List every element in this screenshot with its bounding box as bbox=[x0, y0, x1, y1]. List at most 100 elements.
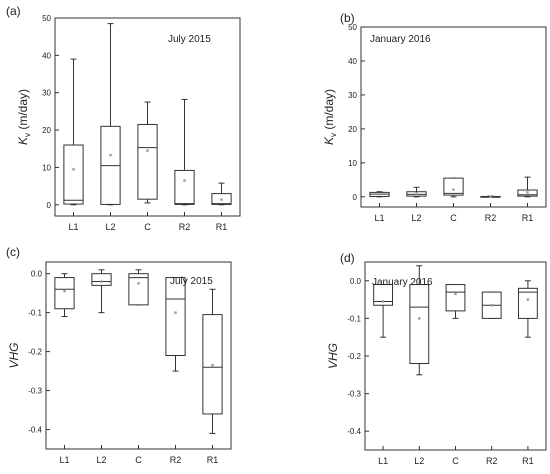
y-tick-label: 40 bbox=[42, 51, 51, 60]
y-axis-label: Kv (m/day) bbox=[16, 89, 32, 145]
x-category-label: R2 bbox=[179, 222, 191, 232]
y-tick-label: -0.3 bbox=[347, 390, 361, 399]
box-l1 bbox=[54, 273, 75, 318]
y-tick-label: 0 bbox=[47, 201, 52, 210]
panel-a: 0 10 20 30 40 50 L1 L2 C R2 R1 (a) July 2015 Kv (m/da… bbox=[6, 4, 241, 232]
box-l2 bbox=[409, 265, 430, 376]
iqr-box bbox=[373, 284, 394, 306]
mean-marker bbox=[146, 149, 149, 152]
y-tick-label: -0.3 bbox=[28, 387, 42, 396]
x-category-label: L2 bbox=[414, 456, 424, 466]
iqr-box bbox=[54, 277, 75, 310]
y-axis-label: Kv (m/day) bbox=[322, 89, 338, 145]
x-category-label: L1 bbox=[68, 222, 78, 232]
mean-marker bbox=[454, 292, 457, 296]
y-tick-label: 10 bbox=[348, 159, 357, 168]
mean-marker bbox=[490, 304, 493, 307]
y-axis-label: VHG bbox=[7, 342, 21, 368]
x-category-label: R2 bbox=[170, 455, 182, 465]
y-tick-label: -0.2 bbox=[347, 352, 361, 361]
y-tick-label: 50 bbox=[348, 23, 357, 32]
iqr-box bbox=[443, 177, 464, 196]
x-category-label: L2 bbox=[96, 455, 106, 465]
mean-marker bbox=[220, 198, 223, 201]
mean-marker bbox=[137, 282, 140, 285]
panel-label: (c) bbox=[6, 245, 20, 259]
mean-marker bbox=[72, 168, 75, 171]
y-axis-label-main: VHG bbox=[7, 342, 21, 368]
iqr-box bbox=[409, 284, 430, 365]
y-tick-label: 0.0 bbox=[31, 270, 43, 279]
box-r2 bbox=[165, 277, 186, 372]
y-tick-label: 30 bbox=[42, 89, 51, 98]
y-tick-label: -0.4 bbox=[28, 426, 42, 435]
mean-marker bbox=[378, 192, 381, 196]
panel-label: (b) bbox=[340, 11, 355, 25]
y-tick-label: 0 bbox=[353, 193, 358, 202]
panel-label: (a) bbox=[6, 4, 21, 18]
iqr-box bbox=[174, 169, 195, 205]
panel-d: 0.0 -0.1 -0.2 -0.3 -0.4 L1 L2 C R2 R1 (d) January 2… bbox=[326, 251, 547, 466]
mean-marker bbox=[174, 311, 177, 314]
x-category-label: R1 bbox=[216, 222, 228, 232]
period-annotation: July 2015 bbox=[170, 276, 213, 287]
y-tick-label: 40 bbox=[348, 57, 357, 66]
x-category-label: C bbox=[135, 455, 142, 465]
period-annotation: July 2015 bbox=[168, 34, 211, 45]
y-axis-label-unit: (m/day) bbox=[322, 89, 336, 133]
y-tick-label: 50 bbox=[42, 14, 51, 23]
y-tick-label: 30 bbox=[348, 91, 357, 100]
y-axis-label-main: K bbox=[322, 136, 336, 145]
x-category-label: R1 bbox=[522, 456, 534, 466]
mean-marker bbox=[381, 300, 385, 303]
mean-marker bbox=[100, 280, 103, 283]
mean-marker bbox=[183, 179, 186, 182]
mean-marker bbox=[452, 188, 455, 191]
panel-c: 0.0 -0.1 -0.2 -0.3 -0.4 L1 L2 C R2 R1 (c) July 2015… bbox=[6, 245, 232, 465]
iqr-box bbox=[91, 273, 112, 286]
x-category-label: R2 bbox=[486, 456, 498, 466]
box-l1 bbox=[63, 58, 84, 206]
x-category-label: C bbox=[452, 456, 459, 466]
iqr-box bbox=[165, 277, 186, 357]
box-r2 bbox=[481, 291, 502, 319]
box-l2 bbox=[406, 186, 427, 198]
y-tick-label: -0.4 bbox=[347, 427, 361, 436]
iqr-box bbox=[445, 284, 466, 312]
iqr-box bbox=[63, 144, 84, 205]
mean-marker bbox=[418, 317, 421, 320]
mean-marker bbox=[63, 290, 66, 293]
box-r1 bbox=[517, 280, 538, 338]
y-tick-label: -0.1 bbox=[28, 309, 42, 318]
x-category-label: C bbox=[450, 213, 457, 223]
box-r1 bbox=[517, 176, 538, 198]
x-category-label: R1 bbox=[207, 455, 219, 465]
y-axis-label-unit: (m/day) bbox=[16, 89, 30, 133]
box-r1 bbox=[202, 288, 223, 434]
box-l1 bbox=[369, 191, 390, 198]
mean-marker bbox=[109, 153, 112, 157]
x-category-label: R2 bbox=[485, 213, 497, 223]
box-c bbox=[445, 284, 466, 319]
x-category-label: R1 bbox=[522, 213, 534, 223]
box-r2 bbox=[174, 98, 195, 206]
mean-marker bbox=[526, 298, 530, 301]
period-annotation: January 2016 bbox=[370, 34, 431, 45]
y-tick-label: 0.0 bbox=[350, 277, 362, 286]
iqr-box bbox=[137, 123, 158, 200]
iqr-box bbox=[517, 287, 538, 319]
x-category-label: L2 bbox=[411, 213, 421, 223]
y-axis-label: VHG bbox=[326, 343, 340, 369]
y-tick-label: -0.1 bbox=[347, 314, 361, 323]
mean-marker bbox=[211, 364, 214, 367]
box-c bbox=[128, 269, 149, 306]
box-c bbox=[137, 101, 158, 204]
period-annotation: January 2016 bbox=[372, 277, 433, 288]
box-l2 bbox=[91, 269, 112, 314]
mean-marker bbox=[415, 192, 418, 195]
y-tick-label: -0.2 bbox=[28, 348, 42, 357]
y-axis-label-main: K bbox=[16, 136, 30, 145]
x-category-label: L1 bbox=[378, 456, 388, 466]
box-l1 bbox=[373, 284, 394, 338]
